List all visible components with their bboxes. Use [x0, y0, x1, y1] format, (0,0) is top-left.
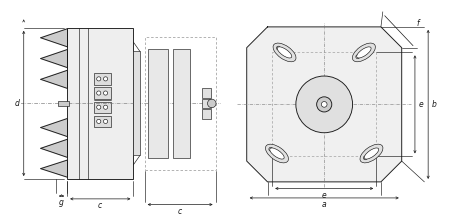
Bar: [148, 49, 168, 158]
Circle shape: [364, 156, 367, 160]
Circle shape: [269, 147, 273, 151]
Circle shape: [97, 105, 101, 109]
Text: e: e: [418, 100, 423, 109]
Bar: [133, 51, 140, 155]
Ellipse shape: [357, 47, 371, 58]
Bar: [58, 101, 69, 106]
Ellipse shape: [364, 148, 379, 159]
Bar: [94, 116, 111, 127]
Bar: [202, 99, 211, 108]
Polygon shape: [41, 29, 67, 47]
Bar: [145, 37, 216, 170]
Bar: [272, 52, 376, 156]
Text: c: c: [178, 207, 182, 216]
Text: g: g: [59, 198, 64, 207]
Circle shape: [207, 99, 216, 108]
Polygon shape: [41, 119, 67, 137]
Bar: [202, 88, 211, 98]
Circle shape: [321, 102, 327, 107]
Circle shape: [317, 97, 332, 112]
Circle shape: [104, 77, 108, 81]
Circle shape: [104, 105, 108, 109]
Text: e: e: [322, 191, 327, 200]
Circle shape: [97, 91, 101, 95]
Circle shape: [356, 55, 360, 59]
Polygon shape: [41, 160, 67, 177]
Text: f: f: [417, 19, 419, 28]
Circle shape: [276, 46, 280, 50]
Circle shape: [296, 76, 352, 133]
Bar: [173, 49, 190, 158]
Bar: [67, 28, 133, 179]
Circle shape: [104, 91, 108, 95]
Bar: [94, 87, 111, 99]
Polygon shape: [41, 70, 67, 88]
Ellipse shape: [277, 47, 292, 58]
Bar: [94, 102, 111, 113]
Ellipse shape: [352, 43, 375, 62]
Circle shape: [104, 119, 108, 124]
Text: b: b: [432, 100, 436, 109]
Text: d: d: [15, 99, 19, 108]
Ellipse shape: [266, 144, 288, 163]
Ellipse shape: [360, 144, 383, 163]
Polygon shape: [41, 139, 67, 157]
Text: a: a: [322, 200, 327, 209]
Bar: [202, 109, 211, 119]
Ellipse shape: [270, 148, 284, 159]
Circle shape: [97, 119, 101, 124]
Text: c: c: [98, 201, 103, 210]
Ellipse shape: [273, 43, 296, 62]
Polygon shape: [247, 27, 402, 182]
Polygon shape: [41, 50, 67, 68]
Bar: [94, 73, 111, 84]
Circle shape: [97, 77, 101, 81]
